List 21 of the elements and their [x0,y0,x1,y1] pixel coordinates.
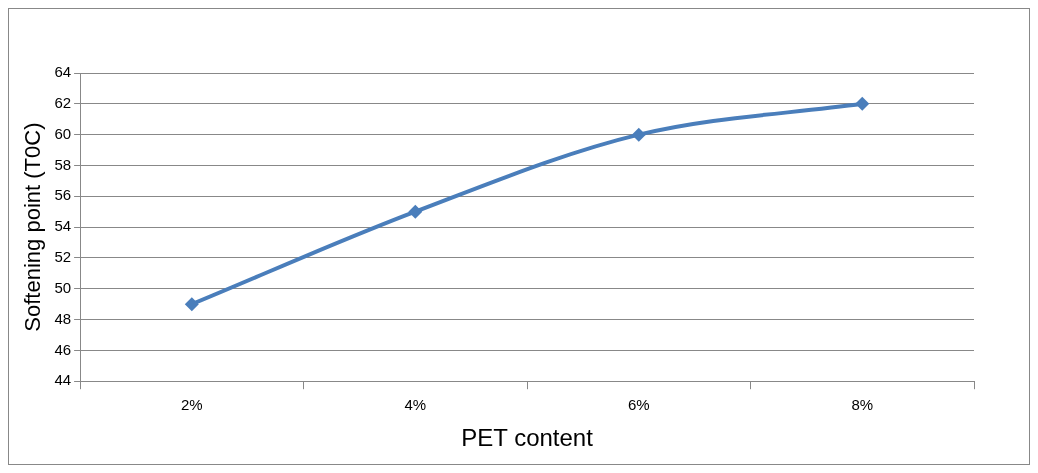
y-tick-label: 56 [54,186,72,204]
x-tick-label: 8% [851,396,874,414]
y-tick-label: 62 [54,93,72,111]
x-tick-label: 2% [180,396,203,414]
x-axis-title: PET content [461,424,594,452]
point [408,204,423,219]
x-tick-label: 6% [627,396,650,414]
point [855,96,870,111]
y-tick-label: 48 [54,309,72,327]
point [184,297,199,312]
y-tick-label: 46 [54,340,72,358]
point [631,127,646,142]
y-tick-label: 44 [54,371,72,389]
y-tick-label: 50 [54,278,72,296]
x-tick-label: 4% [404,396,427,414]
y-axis-title: Softening point (T0C) [20,122,46,332]
y-tick-label: 60 [54,124,72,142]
y-tick-label: 52 [54,248,72,266]
y-tick-label: 58 [54,155,72,173]
y-tick-label: 54 [54,217,72,235]
y-tick-label: 64 [54,63,72,81]
